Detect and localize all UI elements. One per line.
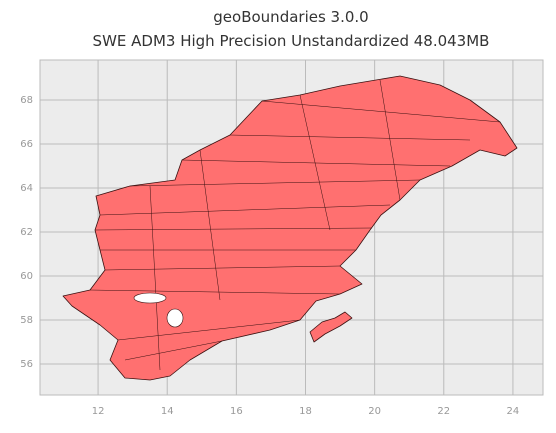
y-tick-label: 58 [20, 315, 33, 326]
y-tick-label: 68 [20, 95, 33, 106]
lake [133, 292, 167, 304]
x-tick-label: 18 [299, 406, 312, 417]
y-tick-label: 56 [20, 359, 33, 370]
chart-title: geoBoundaries 3.0.0 [213, 8, 368, 26]
gotland [309, 311, 353, 343]
x-tick-label: 20 [368, 406, 381, 417]
y-tick-label: 66 [20, 139, 33, 150]
x-tick-label: 12 [92, 406, 105, 417]
x-tick-label: 22 [437, 406, 450, 417]
y-tick-label: 64 [20, 183, 33, 194]
mainland [62, 75, 518, 381]
x-tick-label: 14 [161, 406, 174, 417]
country-shape [62, 75, 518, 381]
admin-boundaries [89, 79, 501, 371]
x-tick-label: 24 [507, 406, 520, 417]
chart-subtitle: SWE ADM3 High Precision Unstandardized 4… [93, 32, 490, 50]
lake [166, 308, 184, 328]
x-tick-label: 16 [230, 406, 243, 417]
y-tick-label: 60 [20, 271, 33, 282]
y-tick-label: 62 [20, 227, 33, 238]
